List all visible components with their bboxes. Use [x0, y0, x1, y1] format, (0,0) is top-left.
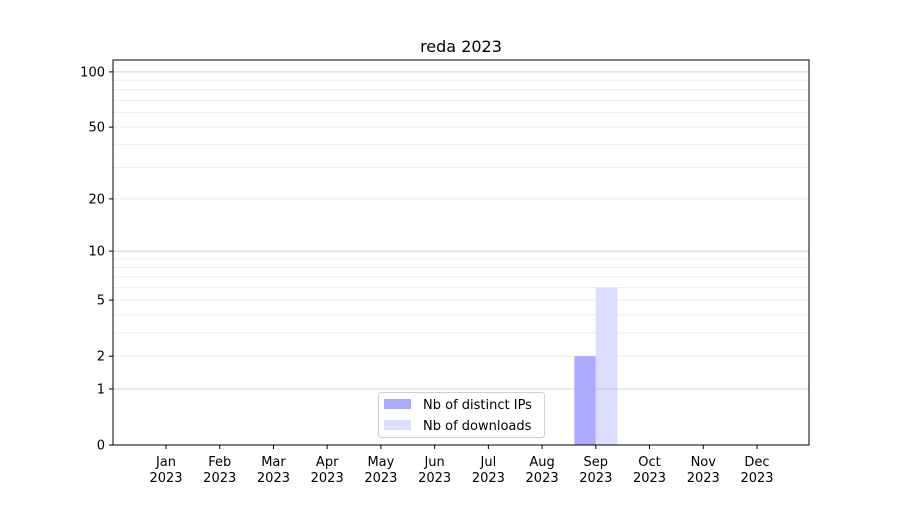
legend-label: Nb of downloads — [423, 419, 532, 434]
legend-swatch — [384, 399, 411, 409]
x-tick-label: Aug 2023 — [526, 455, 559, 486]
plot-frame — [112, 59, 810, 446]
y-tick-label: 1 — [97, 382, 105, 397]
legend-label: Nb of distinct IPs — [423, 398, 532, 413]
y-tick-label: 2 — [97, 350, 105, 365]
legend-swatch — [384, 420, 411, 430]
bar-downloads — [595, 287, 618, 445]
y-tick-label: 0 — [97, 439, 105, 454]
x-tick-label: Jun 2023 — [418, 455, 451, 486]
y-tick-label: 5 — [97, 294, 105, 309]
x-tick-label: Sep 2023 — [579, 455, 612, 486]
y-tick-label: 50 — [88, 121, 105, 136]
y-tick-label: 20 — [88, 192, 105, 207]
chart-title: reda 2023 — [420, 37, 502, 56]
bar-distinct-ips — [574, 356, 596, 445]
x-tick-label: Nov 2023 — [687, 455, 720, 486]
x-tick-label: Feb 2023 — [203, 455, 236, 486]
x-tick-label: May 2023 — [364, 455, 397, 486]
legend: Nb of distinct IPs Nb of downloads — [378, 392, 545, 438]
x-tick-label: Oct 2023 — [633, 455, 666, 486]
x-tick-label: Jul 2023 — [472, 455, 505, 486]
x-tick-label: Dec 2023 — [740, 455, 773, 486]
x-tick-label: Jan 2023 — [149, 455, 182, 486]
x-tick-label: Apr 2023 — [311, 455, 344, 486]
y-tick-label: 10 — [88, 245, 105, 260]
y-tick-label: 100 — [80, 65, 105, 80]
x-tick-label: Mar 2023 — [257, 455, 290, 486]
legend-box — [378, 392, 545, 438]
